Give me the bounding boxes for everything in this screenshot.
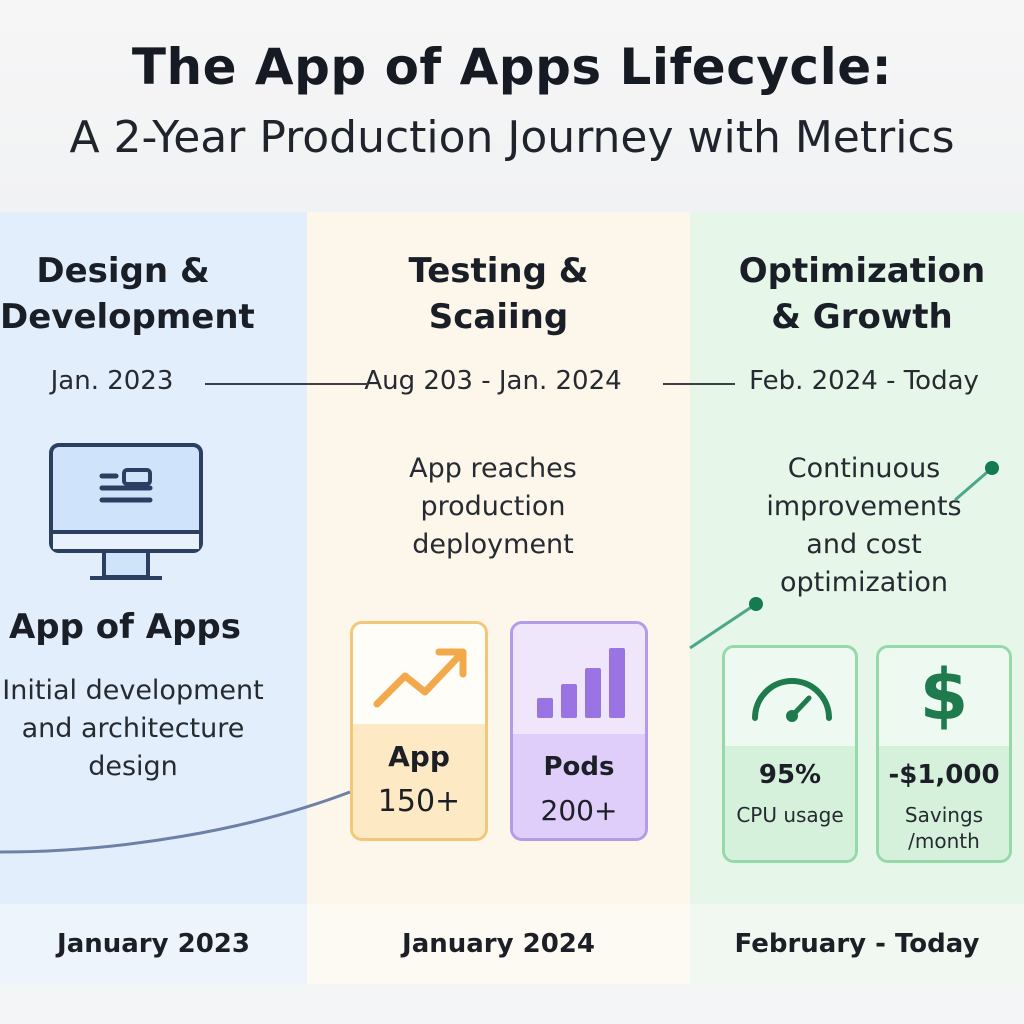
- description-line: deployment: [412, 529, 574, 560]
- dollar-icon: $: [919, 654, 969, 736]
- metric-value: 200+: [540, 794, 618, 827]
- bottom-strip: [0, 984, 1024, 1024]
- caption-line: Savings: [904, 803, 984, 827]
- phase-title-line: Testing &: [408, 251, 589, 291]
- phase-title-line: & Growth: [771, 297, 953, 337]
- description-line: design: [88, 751, 178, 782]
- phase-title: Optimization & Growth: [690, 248, 1024, 340]
- phase-date: Aug 203 - Jan. 2024: [364, 366, 622, 396]
- phase-title: Testing & Scaiing: [307, 248, 690, 340]
- metric-card-savings: $ -$1,000 Savings /month: [876, 645, 1012, 863]
- description-line: App reaches: [409, 453, 577, 484]
- phase-title-line: Optimization: [738, 251, 986, 291]
- footer-label: January 2023: [0, 904, 307, 984]
- description-line: Continuous: [787, 453, 941, 484]
- gauge-icon: [752, 678, 832, 722]
- metric-card-pods: Pods 200+: [510, 621, 648, 841]
- phase-description: Initial development and architecture des…: [0, 672, 266, 786]
- description-line: and architecture: [21, 713, 245, 744]
- description-line: production: [420, 491, 566, 522]
- footer-label: January 2024: [307, 904, 690, 984]
- metric-caption: CPU usage: [736, 803, 844, 827]
- footer-label: February - Today: [690, 904, 1024, 984]
- phase-title: Design & Development: [0, 248, 255, 340]
- timeline-connector: [663, 383, 735, 385]
- description-line: improvements: [766, 491, 962, 522]
- metric-value: 95%: [758, 760, 822, 790]
- metric-value: -$1,000: [888, 760, 1000, 790]
- phase-date: Feb. 2024 - Today: [749, 366, 979, 396]
- timeline-connector: [205, 383, 368, 385]
- description-line: Initial development: [2, 675, 264, 706]
- description-line: and cost: [806, 529, 922, 560]
- description-line: optimization: [780, 567, 948, 598]
- phase-description: Continuous improvements and cost optimiz…: [690, 450, 1024, 602]
- metric-label: App: [388, 740, 450, 773]
- metric-value: 150+: [377, 784, 461, 819]
- metric-label: Pods: [543, 752, 615, 782]
- header: The App of Apps Lifecycle: A 2-Year Prod…: [0, 0, 1024, 212]
- phase-title-line: Design &: [36, 251, 210, 291]
- page-subtitle: A 2-Year Production Journey with Metrics: [69, 112, 955, 163]
- metric-card-cpu: 95% CPU usage: [722, 645, 858, 863]
- phase-heading: App of Apps: [8, 607, 242, 647]
- phase-title-line: Scaiing: [428, 297, 569, 337]
- metric-caption: Savings /month: [879, 802, 1009, 854]
- phase-title-line: Development: [0, 297, 255, 337]
- phase-design-development: Design & Development Jan. 2023 App of Ap…: [0, 212, 307, 904]
- monitor-icon: [49, 443, 203, 580]
- phase-description: App reaches production deployment: [307, 450, 679, 564]
- bar-chart-icon: [537, 648, 625, 718]
- caption-line: /month: [908, 829, 980, 853]
- metric-card-app: App 150+: [350, 621, 488, 841]
- trend-up-icon: [373, 648, 467, 708]
- page-title: The App of Apps Lifecycle:: [131, 38, 893, 96]
- phase-date: Jan. 2023: [50, 366, 174, 396]
